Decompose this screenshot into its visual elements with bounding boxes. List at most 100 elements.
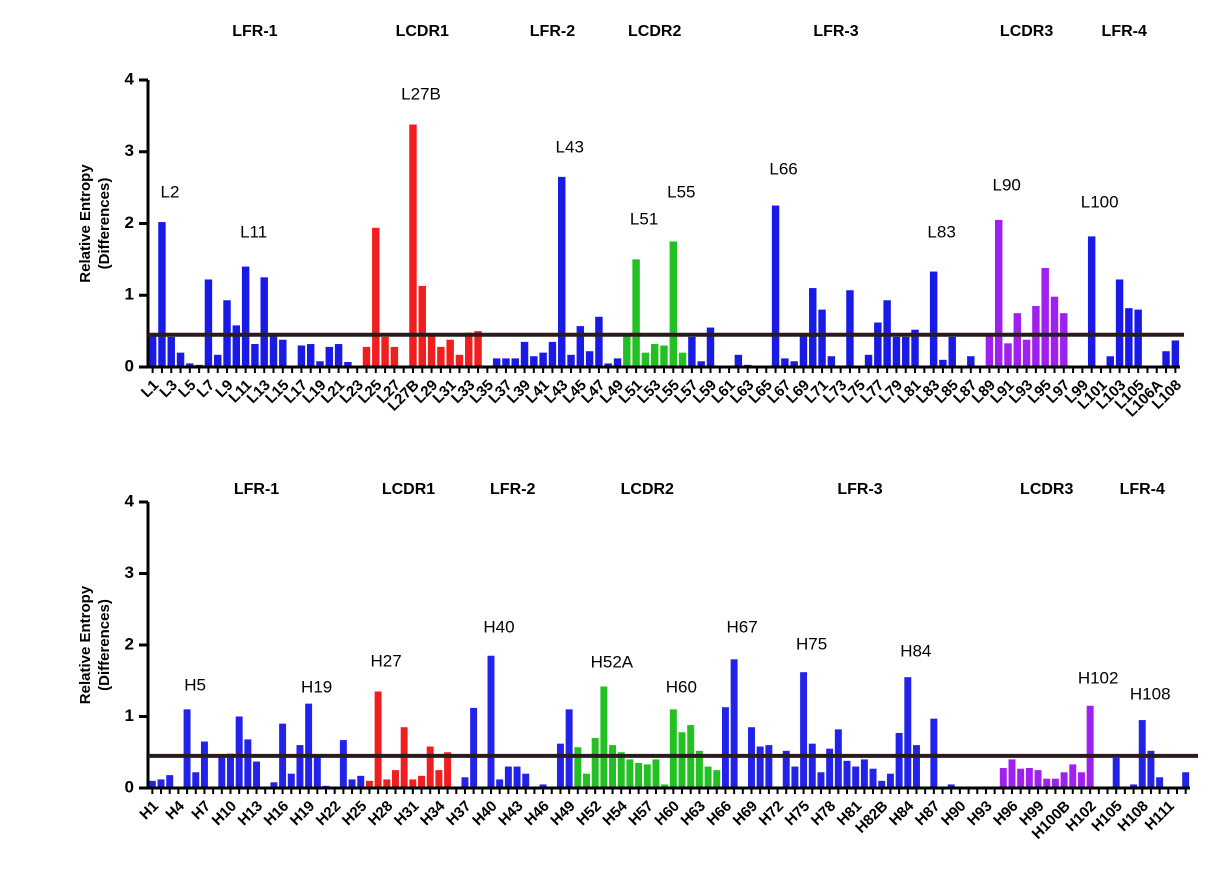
bar [1147,750,1155,788]
bar [186,363,194,367]
bar [799,334,808,367]
x-tick-label: H78 [808,798,839,829]
bar [609,745,617,788]
bar [874,322,882,367]
bar [200,741,208,788]
bar [967,356,975,367]
bar [474,331,482,367]
annotation: H75 [796,634,827,653]
x-tick-label: H52 [573,798,604,829]
bar [911,329,919,367]
bar [235,716,243,788]
bar [706,327,715,367]
bar [446,339,454,367]
bar [418,285,426,367]
y-axis-label: Relative Entropy [77,164,94,283]
bar [437,346,445,367]
annotation: H5 [184,675,206,694]
bar [734,354,743,367]
annotation: L100 [1081,192,1119,211]
bar [999,767,1007,788]
bar [567,354,575,367]
bar [270,782,278,788]
bar [548,341,557,367]
bar [1106,356,1114,367]
bar [427,334,436,367]
bar [214,354,222,367]
x-tick-label: H87 [912,798,943,829]
bar [365,780,373,788]
x-tick-label: H60 [651,798,682,829]
region-label: LCDR3 [1020,481,1073,498]
bar [781,358,789,367]
bar [565,709,573,788]
x-tick-label: H69 [730,798,761,829]
bar [296,745,304,788]
bar [585,351,594,367]
region-label: LFR-4 [1120,481,1165,498]
bar [864,354,873,367]
bar [334,344,343,367]
bar [1182,772,1190,788]
bar [313,755,321,788]
annotation: H40 [483,617,514,636]
bar [306,344,315,367]
bar [241,266,250,367]
bar [604,363,612,367]
annotation: L55 [667,182,695,201]
bar [808,743,816,788]
bar [809,288,817,367]
bar [316,361,324,367]
y-tick-label: 0 [125,777,134,796]
bar [253,761,261,788]
bar [232,325,241,367]
y-tick-label: 3 [125,141,134,160]
bar [817,772,825,788]
x-tick-label: H96 [990,798,1021,829]
bar [461,777,469,788]
bar [930,718,938,788]
bar [465,332,473,367]
bar [1162,351,1170,367]
bar [721,707,729,788]
bar [678,352,687,367]
annotation: L11 [240,222,267,241]
bar [409,779,417,788]
bar [1125,308,1133,367]
bar [244,739,252,788]
bar [251,344,259,367]
annotation: H84 [900,641,931,660]
bar [576,326,585,367]
bar [1060,313,1068,367]
bar [697,361,705,367]
bar [985,334,994,367]
region-label: LCDR2 [621,481,674,498]
x-tick-label: H75 [782,798,813,829]
bar [390,346,399,367]
chart: Relative Entropy (Differences)01234L1L3L5… [77,23,1185,420]
bar [834,729,842,788]
x-tick-label: H13 [235,798,266,829]
annotation: H27 [371,651,402,670]
x-tick-label: H43 [495,798,526,829]
bar [297,345,306,367]
bar [1086,705,1094,788]
annotation: L2 [160,182,179,201]
x-tick-label: H22 [313,798,344,829]
bar [713,770,721,788]
bar [678,732,686,788]
region-label: LFR-4 [1102,23,1147,40]
bar [1025,767,1033,788]
region-label: LFR-1 [234,481,279,498]
bar [1034,770,1042,788]
bar [902,336,910,367]
y-axis-label: Relative Entropy [77,585,94,704]
x-tick-label: H34 [417,797,449,829]
bar [502,358,510,367]
bar [511,358,519,367]
annotation: L66 [769,159,797,178]
bar [157,779,165,788]
region-label: LFR-2 [490,481,535,498]
bar [426,746,434,788]
